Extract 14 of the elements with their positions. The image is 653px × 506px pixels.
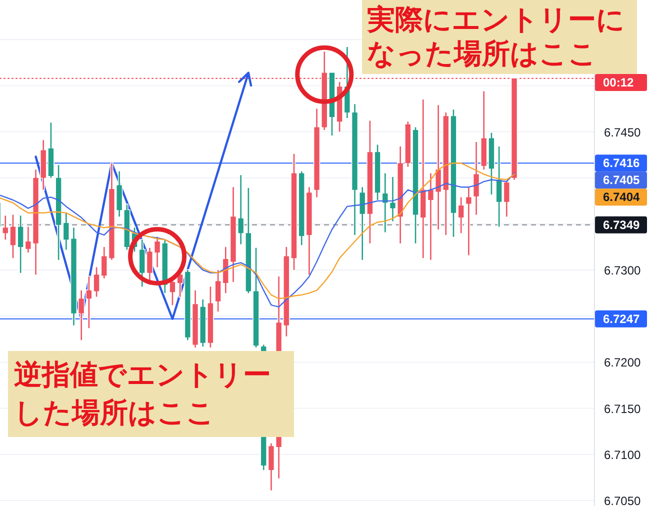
annotation: 6.7404 (595, 188, 647, 206)
ref-line-label: 6.7416 (603, 156, 640, 170)
y-tick-label: 6.7100 (604, 448, 641, 462)
annotation: 00:12 (595, 74, 647, 91)
annotation: 6.7405 (595, 172, 647, 189)
y-tick-label: 6.7050 (604, 494, 641, 506)
y-tick-label: 6.7450 (604, 125, 641, 140)
y-tick-label: 6.7150 (604, 402, 641, 416)
y-tick-label: 6.7300 (604, 264, 641, 278)
annotation: 逆指値でエントリーした場所はここ (8, 351, 294, 437)
annotation: 実際にエントリーになった場所はここ (362, 0, 637, 74)
ref-line-label: 6.7349 (603, 218, 640, 232)
ref-line-label: 6.7247 (603, 312, 640, 326)
y-tick-label: 6.7200 (604, 356, 641, 370)
